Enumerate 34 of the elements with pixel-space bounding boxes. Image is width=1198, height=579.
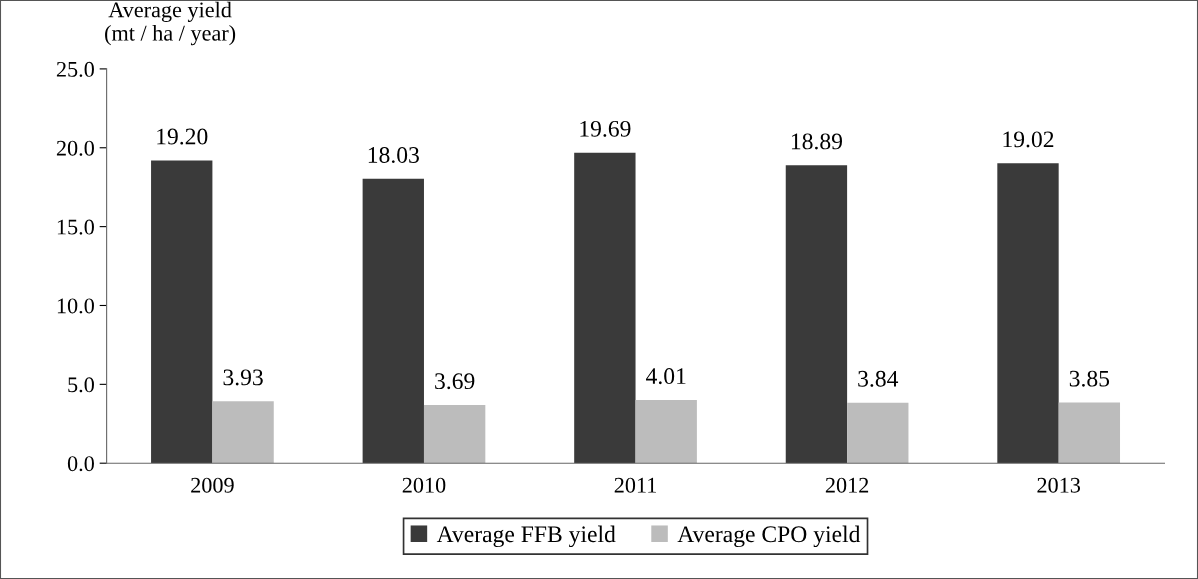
- data-label: 3.93: [223, 369, 263, 386]
- y-tick-label: 10.0: [57, 298, 94, 314]
- bar: [362, 178, 424, 464]
- bar: [847, 402, 909, 464]
- data-label: 18.03: [368, 146, 419, 164]
- bar: [574, 152, 636, 464]
- bar: [785, 165, 848, 464]
- bar: [423, 405, 486, 464]
- bar: [212, 401, 274, 464]
- y-tick-label: 15.0: [57, 219, 94, 235]
- x-tick-label: 2009: [191, 477, 234, 493]
- data-label: 3.69: [435, 373, 475, 390]
- data-label: 19.02: [1003, 131, 1054, 148]
- y-axis-title: Average yield (mt / ha / year): [105, 1, 236, 46]
- y-tick-label: 5.0: [68, 377, 94, 393]
- x-tick-label: 2013: [1037, 477, 1081, 493]
- y-tick-label: 20.0: [56, 140, 94, 156]
- x-tick-label: 2012: [825, 477, 869, 493]
- bar: [635, 399, 697, 464]
- x-tick-label: 2011: [614, 477, 657, 493]
- data-label: 3.85: [1069, 370, 1110, 387]
- y-tick-label: 25.0: [56, 61, 94, 77]
- data-label: 19.69: [580, 120, 631, 137]
- data-label: 19.20: [157, 128, 208, 145]
- data-label: 4.01: [646, 368, 686, 385]
- legend-label: Average CPO yield: [677, 525, 861, 548]
- bar: [151, 160, 213, 464]
- bar: [997, 163, 1059, 464]
- y-tick-label: 0.0: [67, 456, 94, 472]
- legend-label: Average FFB yield: [436, 525, 616, 548]
- x-tick-label: 2010: [402, 477, 446, 493]
- data-label: 18.89: [791, 133, 843, 150]
- bar: [1058, 402, 1121, 464]
- data-label: 3.84: [858, 370, 899, 387]
